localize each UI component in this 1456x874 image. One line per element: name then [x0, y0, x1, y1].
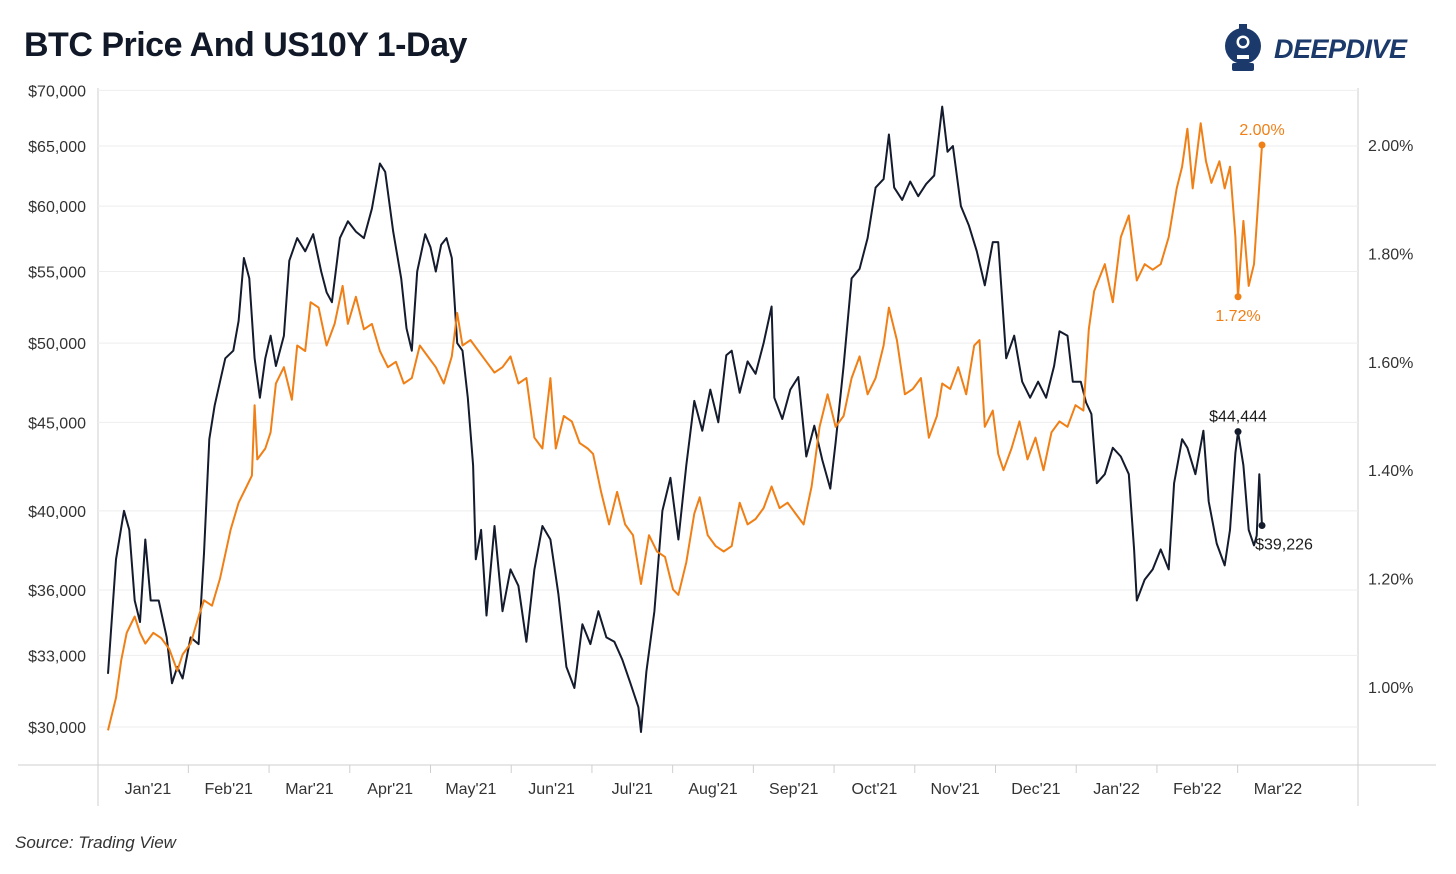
annotation-label: $39,226 [1255, 537, 1313, 554]
y-left-tick-label: $30,000 [28, 720, 86, 737]
x-tick-label: Mar'21 [285, 781, 334, 798]
x-tick-label: Sep'21 [769, 781, 818, 798]
x-tick-label: Jul'21 [612, 781, 653, 798]
y-right-tick-label: 1.60% [1368, 355, 1413, 372]
x-tick-label: Oct'21 [852, 781, 898, 798]
y-right-tick-label: 1.20% [1368, 572, 1413, 589]
annotation-label: 2.00% [1239, 122, 1284, 139]
y-right-tick-label: 1.00% [1368, 680, 1413, 697]
y-left-tick-label: $60,000 [28, 199, 86, 216]
x-tick-label: Jun'21 [528, 781, 575, 798]
source-note: Source: Trading View [15, 833, 176, 852]
x-tick-label: Dec'21 [1011, 781, 1060, 798]
annotation-point [1258, 141, 1266, 149]
y-left-tick-label: $50,000 [28, 336, 86, 353]
y-left-tick-label: $65,000 [28, 139, 86, 156]
x-tick-label: Feb'21 [205, 781, 254, 798]
annotation-label: $44,444 [1209, 409, 1267, 426]
x-tick-label: Aug'21 [688, 781, 737, 798]
annotation-point [1234, 293, 1242, 301]
y-right-tick-label: 1.80% [1368, 246, 1413, 263]
x-tick-label: May'21 [445, 781, 496, 798]
x-tick-label: Mar'22 [1254, 781, 1303, 798]
y-left-tick-label: $36,000 [28, 583, 86, 600]
annotation-point [1234, 428, 1242, 436]
y-left-tick-label: $40,000 [28, 504, 86, 521]
diver-helmet-icon [1225, 24, 1261, 71]
y-right-tick-label: 1.40% [1368, 463, 1413, 480]
brand-name: DEEPDIVE [1274, 34, 1407, 64]
y-left-tick-label: $70,000 [28, 83, 86, 100]
annotation-point [1258, 522, 1266, 530]
x-tick-label: Jan'21 [125, 781, 172, 798]
x-tick-label: Nov'21 [930, 781, 979, 798]
us10y-line [107, 122, 1263, 731]
x-tick-label: Feb'22 [1173, 781, 1222, 798]
y-left-tick-label: $55,000 [28, 265, 86, 282]
x-tick-label: Jan'22 [1093, 781, 1140, 798]
y-right-tick-label: 2.00% [1368, 138, 1413, 155]
btc-price-line [107, 105, 1263, 733]
x-tick-label: Apr'21 [367, 781, 413, 798]
annotation-label: 1.72% [1215, 308, 1260, 325]
y-left-tick-label: $33,000 [28, 648, 86, 665]
brand-logo: DEEPDIVE [1222, 22, 1442, 76]
chart-title: BTC Price And US10Y 1-Day [24, 26, 467, 64]
y-left-tick-label: $45,000 [28, 415, 86, 432]
